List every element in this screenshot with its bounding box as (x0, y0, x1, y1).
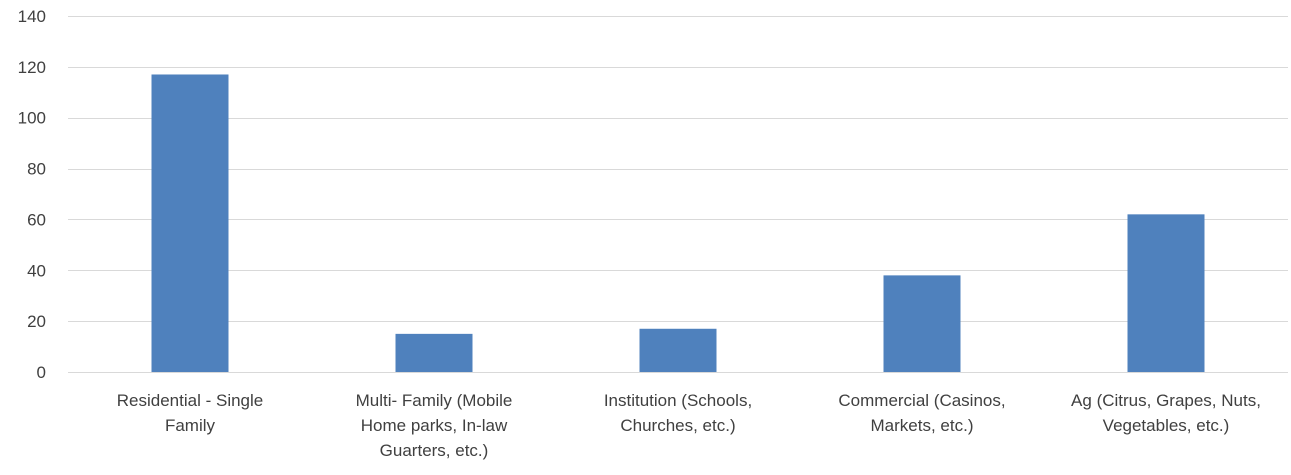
x-category-label: Commercial (Casinos, Markets, etc.) (838, 391, 1005, 435)
y-tick-label: 140 (18, 7, 46, 26)
y-tick-label: 100 (18, 109, 46, 128)
bar (1127, 214, 1205, 372)
x-category-label: Institution (Schools, Churches, etc.) (604, 391, 752, 435)
y-tick-label: 80 (27, 160, 46, 179)
x-axis-categories: Residential - Single Family Multi- Family … (117, 391, 1261, 460)
y-tick-label: 40 (27, 261, 46, 280)
y-tick-label: 60 (27, 210, 46, 229)
bar (883, 275, 961, 372)
y-tick-label: 20 (27, 312, 46, 331)
bar (639, 328, 717, 372)
y-tick-label: 0 (37, 363, 46, 382)
y-tick-label: 120 (18, 58, 46, 77)
x-category-label: Ag (Citrus, Grapes, Nuts, Vegetables, etc… (1071, 391, 1261, 435)
gridlines (68, 16, 1288, 373)
x-category-label: Multi- Family (Mobile Home parks, In-law G… (356, 391, 513, 460)
bar (395, 333, 473, 372)
bars (151, 74, 1205, 372)
y-axis-ticks: 0 20 40 60 80 100 120 140 (18, 7, 46, 382)
bar (151, 74, 229, 372)
x-category-label: Residential - Single Family (117, 391, 263, 435)
